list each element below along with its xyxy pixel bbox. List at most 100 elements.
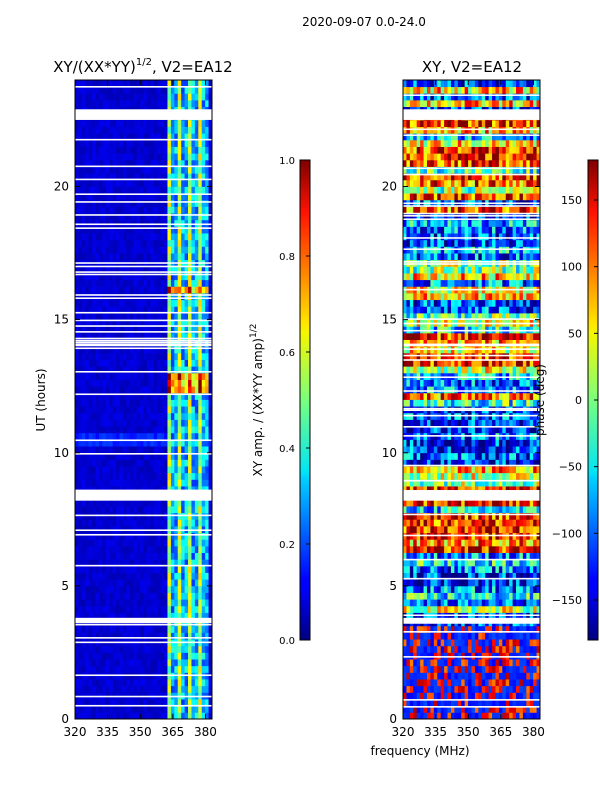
heatmap-cell	[160, 712, 165, 720]
heatmap-cell	[184, 193, 189, 201]
heatmap-cell	[136, 592, 141, 600]
heatmap-cell	[153, 326, 158, 334]
heatmap-cell	[516, 632, 520, 640]
heatmap-cell	[78, 565, 83, 573]
heatmap-cell	[95, 446, 100, 454]
heatmap-cell	[129, 659, 134, 667]
heatmap-cell	[157, 585, 162, 593]
heatmap-cell	[533, 599, 537, 607]
heatmap-cell	[136, 685, 141, 693]
heatmap-cell	[522, 685, 527, 693]
heatmap-cell	[88, 426, 93, 434]
heatmap-cell	[102, 199, 107, 207]
heatmap-cell	[160, 579, 165, 587]
flagged-gap	[75, 109, 212, 120]
heatmap-cell	[133, 80, 138, 88]
heatmap-cell	[516, 659, 520, 667]
heatmap-cell	[122, 572, 127, 580]
heatmap-cell	[112, 426, 117, 434]
heatmap-cell	[478, 565, 483, 573]
heatmap-cell	[188, 306, 192, 314]
heatmap-cell	[181, 552, 185, 560]
heatmap-cell	[522, 705, 527, 713]
heatmap-cell	[201, 286, 206, 294]
heatmap-cell	[198, 559, 203, 567]
heatmap-cell	[116, 705, 120, 713]
heatmap-cell	[205, 685, 209, 693]
heatmap-cell	[509, 572, 513, 580]
heatmap-cell	[146, 86, 151, 94]
heatmap-cell	[146, 552, 151, 560]
heatmap-cell	[478, 559, 483, 567]
heatmap-cell	[205, 213, 209, 221]
heatmap-cell	[198, 446, 203, 454]
heatmap-cell	[164, 372, 168, 380]
heatmap-cell	[153, 545, 158, 553]
heatmap-cell	[119, 366, 124, 374]
heatmap-cell	[109, 273, 114, 281]
heatmap-cell	[177, 479, 182, 487]
heatmap-cell	[75, 226, 79, 234]
heatmap-cell	[191, 346, 196, 354]
heatmap-cell	[194, 279, 199, 287]
heatmap-cell	[81, 133, 86, 141]
heatmap-cell	[457, 552, 462, 560]
heatmap-cell	[205, 585, 209, 593]
amplitude-heatmap	[75, 80, 213, 720]
heatmap-cell	[75, 173, 79, 181]
heatmap-cell	[88, 379, 93, 387]
heatmap-cell	[153, 359, 158, 367]
heatmap-cell	[208, 712, 213, 720]
heatmap-cell	[92, 153, 96, 161]
heatmap-cell	[102, 539, 107, 547]
heatmap-cell	[153, 193, 158, 201]
heatmap-cell	[112, 519, 117, 527]
heatmap-cell	[536, 625, 541, 633]
heatmap-cell	[119, 685, 124, 693]
heatmap-cell	[126, 93, 131, 101]
heatmap-cell	[133, 446, 138, 454]
heatmap-cell	[450, 585, 455, 593]
heatmap-cell	[112, 186, 117, 194]
heatmap-cell	[167, 86, 172, 94]
heatmap-cell	[512, 632, 517, 640]
heatmap-cell	[177, 186, 182, 194]
heatmap-cell	[526, 685, 531, 693]
heatmap-cell	[205, 359, 209, 367]
heatmap-cell	[205, 512, 209, 520]
y-tick-label: 15	[54, 313, 69, 327]
heatmap-cell	[205, 499, 209, 507]
heatmap-cell	[153, 139, 158, 147]
heatmap-cell	[102, 299, 107, 307]
heatmap-cell	[157, 652, 162, 660]
heatmap-cell	[403, 712, 407, 720]
heatmap-cell	[75, 545, 79, 553]
heatmap-cell	[102, 133, 107, 141]
heatmap-cell	[201, 366, 206, 374]
heatmap-cell	[509, 659, 513, 667]
heatmap-cell	[160, 332, 165, 340]
heatmap-cell	[102, 665, 107, 673]
heatmap-cell	[502, 572, 507, 580]
heatmap-cell	[167, 432, 172, 440]
heatmap-cell	[188, 299, 192, 307]
heatmap-cell	[133, 486, 138, 494]
heatmap-cell	[205, 386, 209, 394]
heatmap-cell	[205, 612, 209, 620]
heatmap-cell	[208, 486, 213, 494]
heatmap-cell	[444, 672, 448, 680]
heatmap-cell	[95, 299, 100, 307]
heatmap-cell	[75, 592, 79, 600]
heatmap-cell	[440, 679, 445, 687]
heatmap-cell	[201, 479, 206, 487]
heatmap-cell	[153, 199, 158, 207]
heatmap-cell	[112, 552, 117, 560]
heatmap-cell	[488, 639, 493, 647]
heatmap-cell	[201, 226, 206, 234]
heatmap-cell	[112, 86, 117, 94]
heatmap-cell	[194, 545, 199, 553]
heatmap-cell	[160, 146, 165, 154]
heatmap-cell	[208, 565, 213, 573]
heatmap-cell	[140, 539, 144, 547]
heatmap-cell	[146, 419, 151, 427]
